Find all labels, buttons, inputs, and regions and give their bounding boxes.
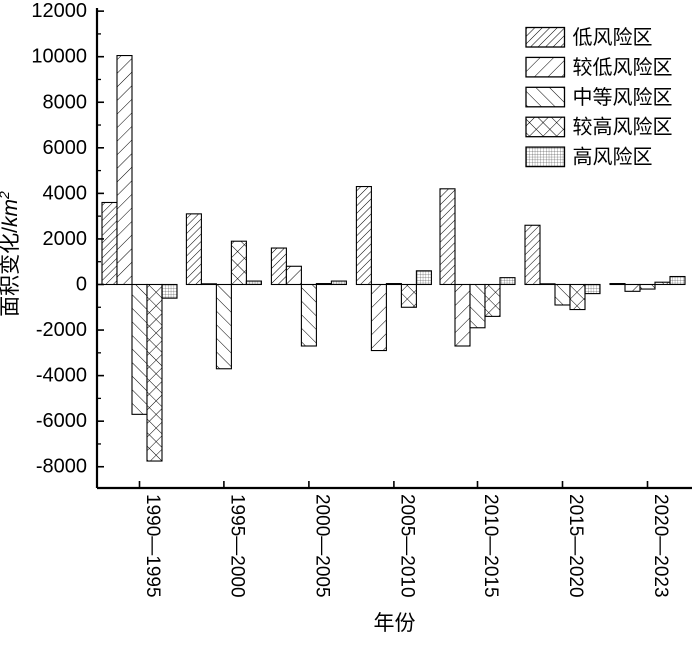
svg-text:2000—2005: 2000—2005 xyxy=(311,494,332,598)
svg-text:4000: 4000 xyxy=(43,182,88,204)
svg-text:年份: 年份 xyxy=(374,612,416,635)
svg-text:较低风险区: 较低风险区 xyxy=(573,56,673,79)
svg-text:面积变化/km2: 面积变化/km2 xyxy=(0,191,22,317)
svg-text:0: 0 xyxy=(76,273,87,295)
svg-text:-8000: -8000 xyxy=(36,456,87,478)
svg-text:-4000: -4000 xyxy=(36,365,87,387)
svg-text:6000: 6000 xyxy=(43,137,88,159)
svg-text:2010—2015: 2010—2015 xyxy=(480,494,501,598)
svg-text:8000: 8000 xyxy=(43,91,88,113)
svg-text:-6000: -6000 xyxy=(36,410,87,432)
svg-text:2000: 2000 xyxy=(43,228,88,250)
svg-text:12000: 12000 xyxy=(31,0,87,22)
svg-text:10000: 10000 xyxy=(31,46,87,68)
svg-text:低风险区: 低风险区 xyxy=(573,26,653,49)
svg-text:2015—2020: 2015—2020 xyxy=(565,494,586,598)
svg-text:1990—1995: 1990—1995 xyxy=(142,494,163,598)
svg-text:1995—2000: 1995—2000 xyxy=(226,494,247,598)
svg-text:中等风险区: 中等风险区 xyxy=(573,86,673,109)
svg-text:较高风险区: 较高风险区 xyxy=(573,116,673,139)
svg-text:2005—2010: 2005—2010 xyxy=(396,494,417,598)
svg-text:-2000: -2000 xyxy=(36,319,87,341)
svg-text:高风险区: 高风险区 xyxy=(573,146,653,169)
svg-text:2020—2023: 2020—2023 xyxy=(650,494,671,598)
